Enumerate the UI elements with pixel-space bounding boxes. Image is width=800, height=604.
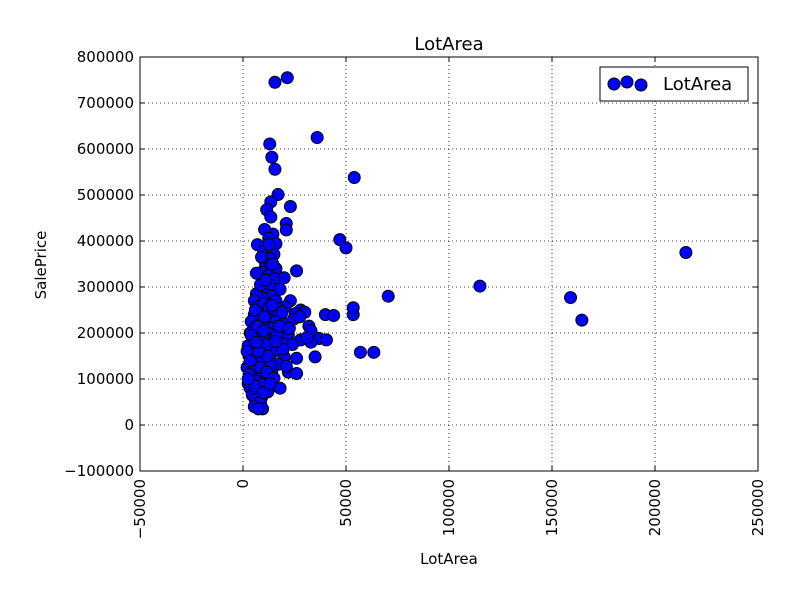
x-tick-label: 50000 — [337, 479, 355, 527]
x-tick-label: 200000 — [646, 479, 664, 536]
y-tick-label: 100000 — [77, 370, 134, 388]
x-axis-label: LotArea — [420, 550, 478, 568]
data-point — [279, 359, 293, 373]
legend: LotArea — [599, 66, 749, 102]
y-tick-label: 0 — [124, 416, 134, 434]
data-point — [564, 291, 578, 305]
data-point — [275, 305, 289, 319]
data-point — [251, 402, 265, 416]
y-tick-label: 700000 — [77, 94, 134, 112]
y-tick-label: 400000 — [77, 232, 134, 250]
data-point — [265, 150, 279, 164]
data-point — [290, 366, 304, 380]
data-point — [575, 313, 589, 327]
y-axis-label: SalePrice — [32, 231, 50, 300]
data-point — [339, 241, 353, 255]
scatter-points — [240, 71, 693, 416]
data-point — [280, 71, 294, 85]
data-point — [319, 333, 333, 347]
data-point — [263, 377, 277, 391]
data-point — [290, 351, 304, 365]
data-point — [243, 354, 257, 368]
legend-marker — [607, 77, 621, 91]
data-point — [264, 210, 278, 224]
data-point — [249, 335, 263, 349]
data-point — [262, 238, 276, 252]
legend-frame — [599, 66, 749, 102]
data-point — [473, 279, 487, 293]
y-tick-label: 200000 — [77, 324, 134, 342]
data-point — [367, 345, 381, 359]
data-point — [283, 200, 297, 213]
y-tick-label: −100000 — [64, 462, 134, 480]
y-tick-label: 600000 — [77, 140, 134, 158]
y-tick-label: 800000 — [77, 48, 134, 66]
chart-title: LotArea — [414, 34, 483, 55]
data-point — [257, 324, 271, 338]
legend-marker — [620, 75, 634, 89]
data-point — [269, 334, 283, 348]
data-point — [381, 289, 395, 303]
y-tick-label: 500000 — [77, 186, 134, 204]
data-point — [290, 264, 304, 278]
data-point — [265, 298, 279, 312]
data-point — [277, 271, 291, 285]
data-point — [353, 345, 367, 359]
data-point — [257, 386, 271, 400]
data-point — [293, 310, 307, 324]
x-tick-label: 150000 — [543, 479, 561, 536]
data-point — [268, 162, 282, 176]
data-point — [248, 303, 262, 317]
data-point — [347, 171, 361, 185]
data-point — [259, 273, 273, 287]
x-tick-label: 250000 — [749, 479, 767, 536]
x-tick-label: −50000 — [131, 479, 149, 539]
data-point — [327, 309, 341, 323]
data-point — [249, 266, 263, 280]
data-point — [263, 137, 277, 151]
x-tick-label: 100000 — [440, 479, 458, 536]
axis-ticks: −50000 0 50000 100000 150000 200000 250000 −100… — [64, 48, 767, 539]
data-point — [346, 301, 360, 315]
data-point — [279, 223, 293, 237]
data-point — [268, 75, 282, 89]
legend-label: LotArea — [663, 74, 732, 95]
data-point — [300, 331, 314, 345]
y-tick-label: 300000 — [77, 278, 134, 296]
data-point — [241, 372, 255, 386]
data-point — [282, 321, 296, 335]
data-point — [266, 257, 280, 271]
legend-marker — [634, 78, 648, 92]
data-point — [308, 350, 322, 364]
data-point — [255, 250, 269, 264]
data-point — [273, 282, 287, 296]
x-tick-label: 0 — [234, 479, 252, 489]
data-point — [258, 310, 272, 324]
data-point — [679, 246, 693, 259]
data-point — [310, 131, 324, 144]
